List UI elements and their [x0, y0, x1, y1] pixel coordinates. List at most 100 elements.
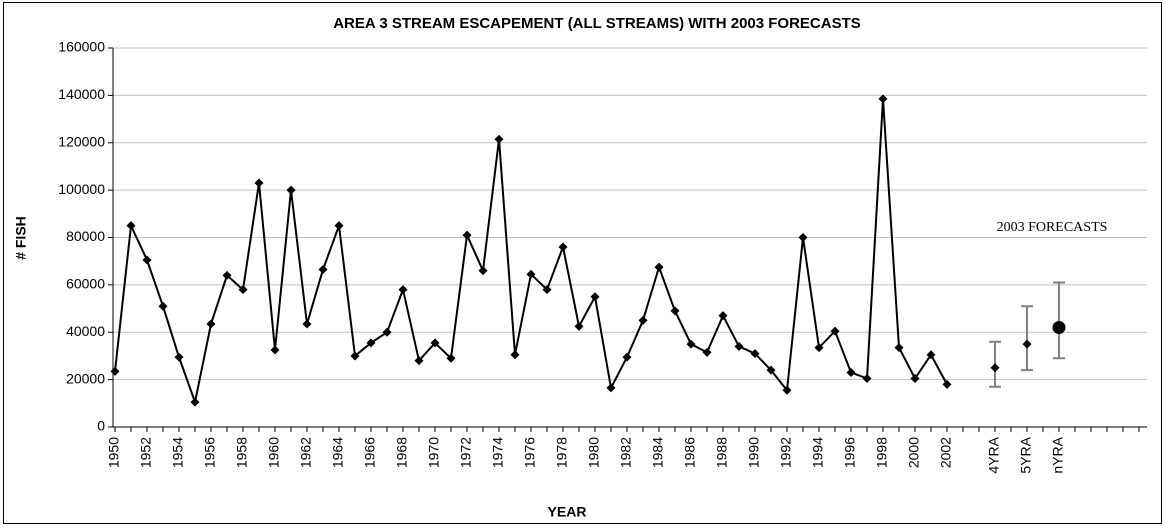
marker — [830, 326, 840, 336]
marker — [942, 379, 952, 389]
x-tick-label: 1964 — [330, 437, 346, 468]
marker — [190, 397, 200, 407]
x-tick-label: 2000 — [906, 437, 922, 468]
marker — [318, 264, 328, 274]
x-tick-label: 1966 — [362, 437, 378, 468]
marker — [302, 319, 312, 329]
x-tick-label: 1986 — [682, 437, 698, 468]
x-tick-label: 1992 — [778, 437, 794, 468]
x-tick-label: 5YRA — [1018, 436, 1034, 473]
x-tick-label: 1968 — [394, 437, 410, 468]
marker — [1022, 339, 1032, 349]
marker — [174, 352, 184, 362]
x-tick-label: 1972 — [458, 437, 474, 468]
marker — [846, 368, 856, 378]
x-tick-label: 1970 — [426, 437, 442, 468]
x-tick-label: 1978 — [554, 437, 570, 468]
marker — [558, 242, 568, 252]
marker — [206, 319, 216, 329]
marker — [734, 341, 744, 351]
marker — [254, 178, 264, 188]
x-tick-label: 1954 — [170, 437, 186, 468]
marker — [702, 347, 712, 357]
y-axis-title: # FISH — [13, 216, 29, 260]
marker — [638, 315, 648, 325]
marker — [382, 327, 392, 337]
marker — [398, 285, 408, 295]
marker — [1052, 321, 1066, 335]
y-tick-label: 60000 — [66, 276, 105, 292]
marker — [622, 352, 632, 362]
x-tick-label: 1956 — [202, 437, 218, 468]
marker — [926, 350, 936, 360]
x-tick-label: 1976 — [522, 437, 538, 468]
marker — [606, 383, 616, 393]
y-tick-label: 120000 — [58, 133, 105, 149]
marker — [270, 345, 280, 355]
y-tick-label: 40000 — [66, 323, 105, 339]
marker — [686, 339, 696, 349]
marker — [462, 230, 472, 240]
marker — [990, 363, 1000, 373]
x-tick-label: 2002 — [938, 437, 954, 468]
marker — [590, 292, 600, 302]
marker — [110, 366, 120, 376]
error-bar — [1053, 281, 1065, 360]
marker — [798, 233, 808, 242]
marker — [766, 365, 776, 375]
x-tick-label: 1980 — [586, 437, 602, 468]
y-tick-label: 80000 — [66, 228, 105, 244]
chart-title: AREA 3 STREAM ESCAPEMENT (ALL STREAMS) W… — [333, 15, 861, 32]
marker — [526, 269, 536, 279]
x-tick-label: 4YRA — [986, 436, 1002, 473]
marker — [670, 306, 680, 316]
x-tick-label: 1988 — [714, 437, 730, 468]
marker — [894, 343, 904, 353]
marker — [142, 255, 152, 265]
x-tick-label: 1960 — [266, 437, 282, 468]
marker — [574, 321, 584, 331]
marker — [222, 270, 232, 280]
marker — [478, 266, 488, 276]
x-tick-label: 1982 — [618, 437, 634, 468]
x-tick-label: 1952 — [138, 437, 154, 468]
x-tick-label: 1958 — [234, 437, 250, 468]
x-tick-label: 1984 — [650, 437, 666, 468]
marker — [286, 185, 296, 195]
marker — [814, 343, 824, 353]
marker — [654, 262, 664, 272]
y-tick-label: 160000 — [58, 39, 105, 55]
marker — [334, 221, 344, 231]
marker — [126, 221, 136, 231]
x-tick-label: 1996 — [842, 437, 858, 468]
marker — [878, 94, 888, 104]
error-bar — [1021, 305, 1033, 372]
annotation: 2003 FORECASTS — [997, 220, 1108, 235]
marker — [862, 373, 872, 383]
marker — [910, 373, 920, 383]
x-tick-label: 1990 — [746, 437, 762, 468]
marker — [750, 349, 760, 359]
marker — [430, 338, 440, 348]
marker — [510, 350, 520, 360]
x-axis-title: YEAR — [548, 504, 587, 520]
x-tick-label: nYRA — [1050, 436, 1066, 473]
x-tick-label: 1998 — [874, 437, 890, 468]
y-tick-label: 100000 — [58, 181, 105, 197]
y-tick-label: 20000 — [66, 370, 105, 386]
marker — [782, 385, 792, 395]
chart-frame — [3, 2, 1162, 524]
marker — [158, 301, 168, 311]
y-tick-label: 0 — [97, 418, 105, 434]
marker — [494, 134, 504, 144]
marker — [718, 311, 728, 321]
marker — [366, 338, 376, 348]
y-tick-label: 140000 — [58, 86, 105, 102]
marker — [446, 353, 456, 363]
x-tick-label: 1962 — [298, 437, 314, 468]
marker — [542, 285, 552, 295]
marker — [414, 356, 424, 366]
marker — [238, 285, 248, 295]
